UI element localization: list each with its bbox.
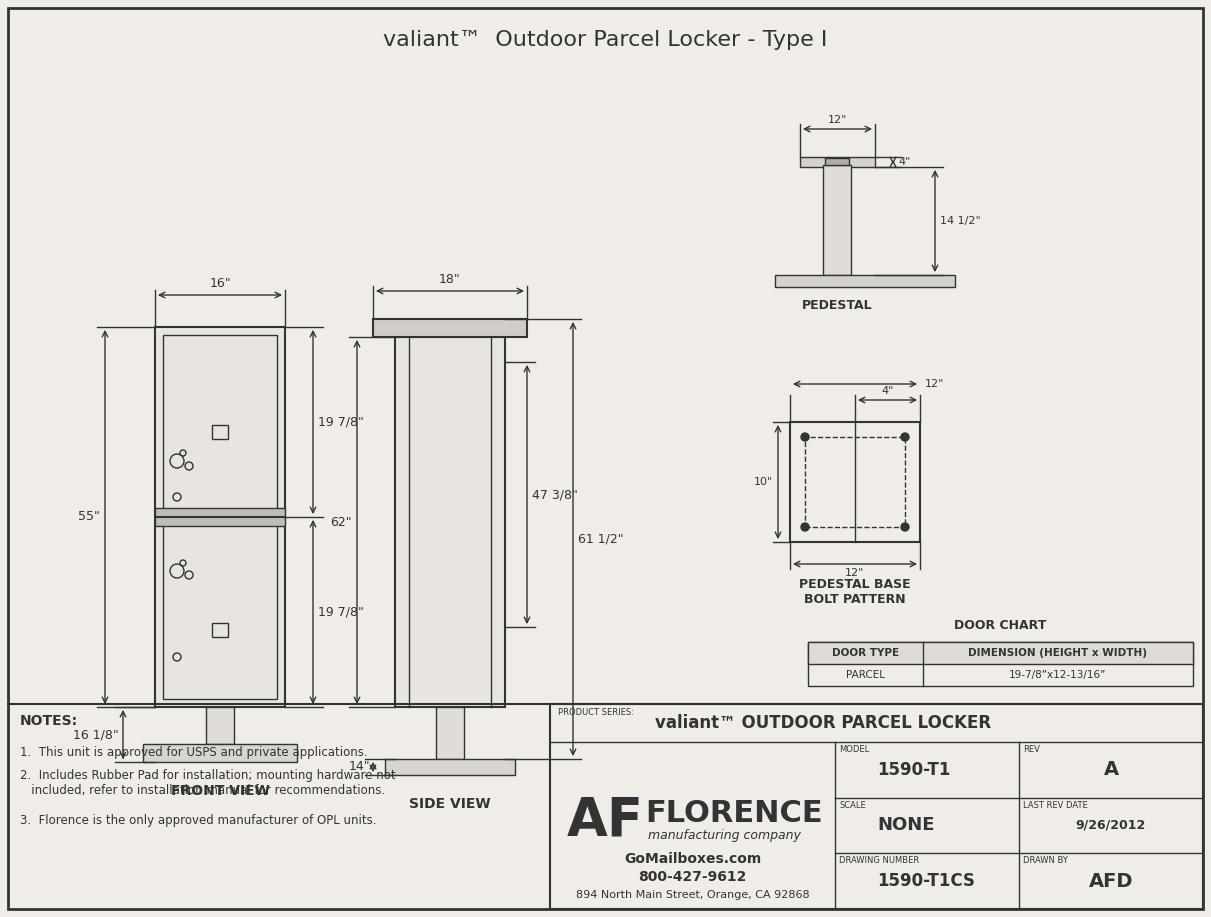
Text: DRAWN BY: DRAWN BY <box>1023 856 1068 866</box>
Text: FRONT VIEW: FRONT VIEW <box>171 784 269 798</box>
Text: 9/26/2012: 9/26/2012 <box>1075 819 1146 832</box>
Text: 62": 62" <box>331 515 352 528</box>
Bar <box>143 744 297 762</box>
Circle shape <box>901 433 909 441</box>
Text: NONE: NONE <box>877 816 935 834</box>
Bar <box>808 642 1193 686</box>
Text: manufacturing company: manufacturing company <box>648 828 800 842</box>
Text: 1.  This unit is approved for USPS and private applications.: 1. This unit is approved for USPS and pr… <box>21 746 368 759</box>
Text: DRAWING NUMBER: DRAWING NUMBER <box>839 856 919 866</box>
Text: DIMENSION (HEIGHT x WIDTH): DIMENSION (HEIGHT x WIDTH) <box>969 648 1148 658</box>
Text: PRODUCT SERIES:: PRODUCT SERIES: <box>558 708 633 717</box>
Text: PEDESTAL: PEDESTAL <box>802 299 873 312</box>
Circle shape <box>800 523 809 531</box>
Text: 2.  Includes Rubber Pad for installation; mounting hardware not
   included, ref: 2. Includes Rubber Pad for installation;… <box>21 769 396 797</box>
Text: PEDESTAL BASE
BOLT PATTERN: PEDESTAL BASE BOLT PATTERN <box>799 578 911 606</box>
Text: 800-427-9612: 800-427-9612 <box>638 870 747 884</box>
Text: NOTES:: NOTES: <box>21 714 79 728</box>
Bar <box>436 707 464 759</box>
Text: AF: AF <box>567 795 643 847</box>
Bar <box>790 422 920 542</box>
Bar <box>206 707 234 744</box>
Text: 4": 4" <box>882 386 894 396</box>
Text: 16 1/8": 16 1/8" <box>73 728 119 741</box>
Text: 1590-T1CS: 1590-T1CS <box>877 872 975 890</box>
Text: 14 1/2": 14 1/2" <box>940 216 981 226</box>
Text: 16": 16" <box>210 277 231 290</box>
Text: 4": 4" <box>899 157 911 167</box>
Bar <box>212 623 228 637</box>
Text: FLORENCE: FLORENCE <box>645 799 822 827</box>
Bar <box>163 335 277 699</box>
Text: A: A <box>1103 760 1119 779</box>
Text: 12": 12" <box>845 568 865 578</box>
Bar <box>805 437 905 527</box>
Text: 18": 18" <box>440 273 461 286</box>
Text: 19 7/8": 19 7/8" <box>318 605 363 618</box>
Text: 3.  Florence is the only approved manufacturer of OPL units.: 3. Florence is the only approved manufac… <box>21 814 377 827</box>
Bar <box>212 425 228 439</box>
Text: 61 1/2": 61 1/2" <box>578 533 624 546</box>
Text: 19 7/8": 19 7/8" <box>318 415 363 428</box>
Text: GoMailboxes.com: GoMailboxes.com <box>624 852 762 866</box>
Text: DOOR CHART: DOOR CHART <box>954 619 1046 632</box>
Bar <box>823 165 851 275</box>
Text: SIDE VIEW: SIDE VIEW <box>409 797 490 811</box>
Bar <box>155 508 285 526</box>
Bar <box>395 337 505 707</box>
Circle shape <box>800 433 809 441</box>
Text: REV: REV <box>1023 745 1040 754</box>
Text: 47 3/8": 47 3/8" <box>532 488 578 501</box>
Text: 12": 12" <box>828 115 848 125</box>
Text: 12": 12" <box>925 379 945 389</box>
Text: SCALE: SCALE <box>839 801 866 810</box>
Bar <box>825 158 849 165</box>
Text: valiant™ OUTDOOR PARCEL LOCKER: valiant™ OUTDOOR PARCEL LOCKER <box>655 714 991 732</box>
Text: 10": 10" <box>753 477 773 487</box>
Text: 19-7/8”x12-13/16”: 19-7/8”x12-13/16” <box>1009 670 1107 680</box>
Text: PARCEL: PARCEL <box>846 670 885 680</box>
Text: 55": 55" <box>79 511 101 524</box>
Bar <box>800 157 876 167</box>
Bar <box>775 275 955 287</box>
Text: 14": 14" <box>349 760 371 774</box>
Bar <box>373 319 527 337</box>
Text: 894 North Main Street, Orange, CA 92868: 894 North Main Street, Orange, CA 92868 <box>575 890 809 900</box>
Text: DOOR TYPE: DOOR TYPE <box>832 648 899 658</box>
Text: MODEL: MODEL <box>839 745 869 754</box>
Circle shape <box>901 523 909 531</box>
Text: 1590-T1: 1590-T1 <box>877 761 951 779</box>
Bar <box>550 704 1203 909</box>
Text: LAST REV DATE: LAST REV DATE <box>1023 801 1087 810</box>
Bar <box>385 759 515 775</box>
Bar <box>155 327 285 707</box>
Bar <box>808 642 1193 664</box>
Text: AFD: AFD <box>1089 872 1133 890</box>
Text: valiant™  Outdoor Parcel Locker - Type I: valiant™ Outdoor Parcel Locker - Type I <box>383 30 827 50</box>
